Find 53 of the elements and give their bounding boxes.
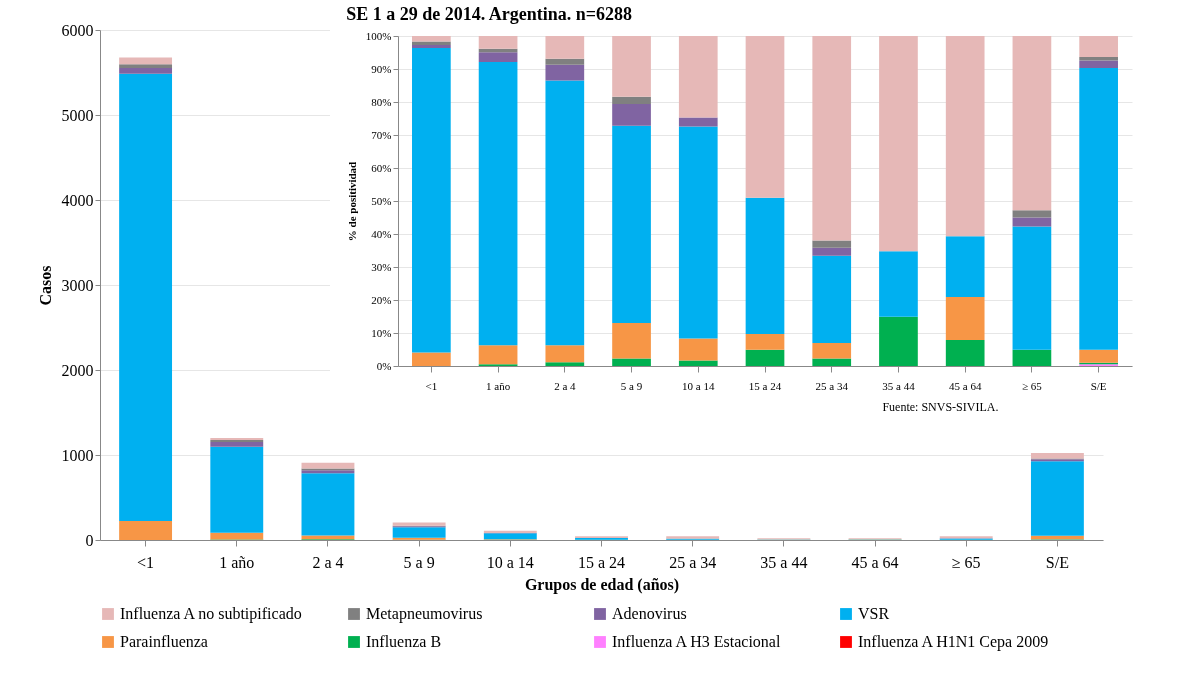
x-tick-label: 5 a 9 [403,553,435,571]
legend-label: Parainfluenza [120,633,208,650]
x-tick-label: 10 a 14 [682,379,715,392]
x-tick-label: 2 a 4 [312,553,344,571]
y-tick-label: 80% [371,95,392,108]
x-tick-label: 25 a 34 [815,379,849,392]
y-tick-label: 90% [371,62,392,75]
y-tick-label: 70% [371,128,392,141]
y-tick-label: 2000 [61,361,94,379]
y-tick-label: 3000 [61,276,94,294]
x-axis-title: Grupos de edad (años) [524,575,680,594]
legend-label: Metapneumovirus [366,605,483,623]
x-tick-label: 45 a 64 [851,553,899,571]
y-tick-label: 30% [371,260,392,273]
x-tick-label: 35 a 44 [760,553,808,571]
x-tick-label: <1 [425,379,438,392]
y-axis-title: % de positividad [345,161,358,242]
x-tick-label: 15 a 24 [577,553,626,571]
annotation: Fuente: SNVS-SIVILA. [882,400,999,415]
y-tick-label: 0 [85,531,94,549]
x-tick-label: ≥ 65 [951,553,981,571]
y-tick-label: 40% [371,227,392,240]
legend-label: Influenza B [366,633,442,650]
y-tick-label: 20% [371,293,392,306]
y-tick-label: 1000 [61,446,94,464]
x-tick-label: S/E [1090,379,1107,392]
y-tick-label: 5000 [61,106,94,124]
x-tick-label: 15 a 24 [748,379,782,392]
legend-label: Influenza A no subtipificado [120,605,302,623]
x-tick-label: 5 a 9 [620,379,643,392]
x-tick-label: 35 a 44 [882,379,916,392]
y-tick-label: 6000 [61,21,94,39]
y-tick-label: 4000 [61,191,94,209]
x-tick-label: <1 [137,553,155,571]
x-tick-label: 1 año [486,379,511,392]
legend-label: Influenza A H3 Estacional [612,633,781,650]
y-tick-label: 50% [371,194,392,207]
chart-title: SE 1 a 29 de 2014. Argentina. n=6288 [346,4,633,24]
x-tick-label: S/E [1045,553,1069,571]
x-tick-label: ≥ 65 [1022,379,1043,392]
x-tick-label: 1 año [219,553,255,571]
y-tick-label: 60% [371,161,392,174]
x-tick-label: 45 a 64 [948,379,982,392]
legend-label: VSR [858,605,890,622]
legend-label: Influenza A H1N1 Cepa 2009 [858,633,1049,651]
x-tick-label: 2 a 4 [554,379,577,392]
y-tick-label: 100% [365,29,392,42]
y-axis-title: Casos [36,265,54,306]
x-tick-label: 25 a 34 [669,553,717,571]
legend-label: Adenovirus [612,605,687,622]
x-tick-label: 10 a 14 [486,553,534,571]
y-tick-label: 0% [376,359,392,372]
y-tick-label: 10% [371,326,392,339]
